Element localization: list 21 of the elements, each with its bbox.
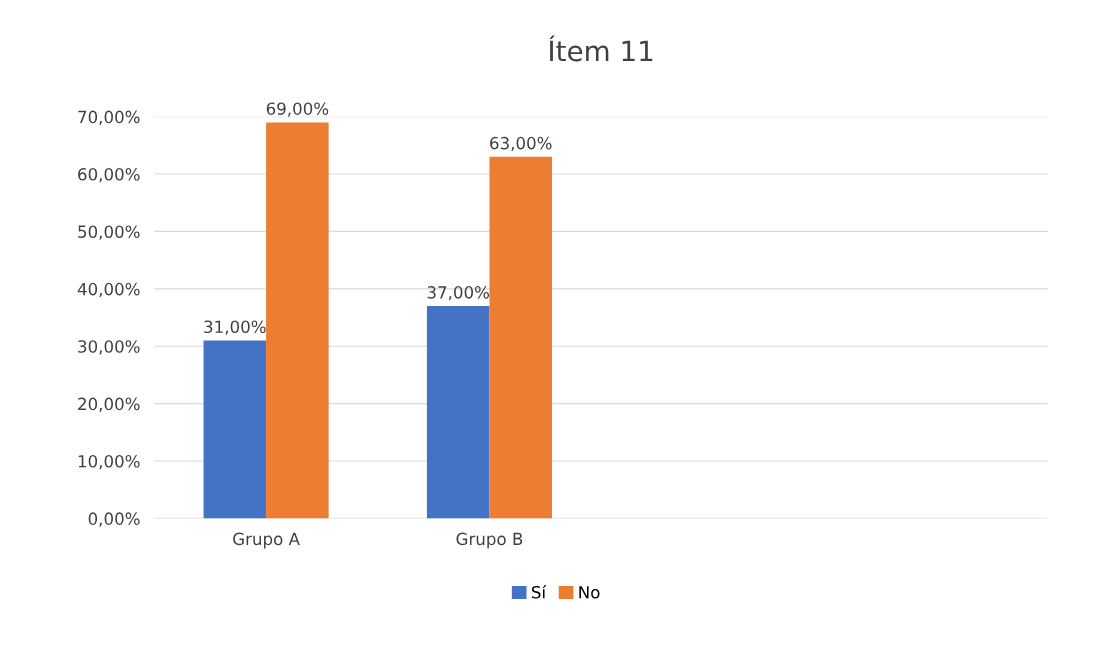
bar <box>203 340 267 519</box>
y-tick-label: 40,00% <box>77 282 140 298</box>
y-tick-label: 60,00% <box>78 168 140 183</box>
bar <box>489 156 552 519</box>
legend-label: Sí <box>531 584 547 599</box>
y-tick-label: 10,00% <box>78 454 140 470</box>
data-label: 63,00% <box>490 136 552 152</box>
x-tick-label: Grupo A <box>233 532 300 549</box>
y-tick-label: 50,00% <box>78 225 140 240</box>
data-label: 37,00% <box>427 286 490 301</box>
data-label: 69,00% <box>266 102 329 117</box>
data-label: 31,00% <box>204 320 266 335</box>
x-tick-label: Grupo B <box>456 532 523 549</box>
bar <box>426 306 490 519</box>
y-tick-label: 30,00% <box>78 340 140 355</box>
y-tick-label: 20,00% <box>78 397 140 412</box>
legend-label: No <box>579 586 600 599</box>
bar <box>266 122 329 519</box>
y-tick-label: 0,00% <box>88 512 140 527</box>
chart-title: Ítem 11 <box>549 35 653 62</box>
y-tick-label: 70,00% <box>78 110 140 125</box>
